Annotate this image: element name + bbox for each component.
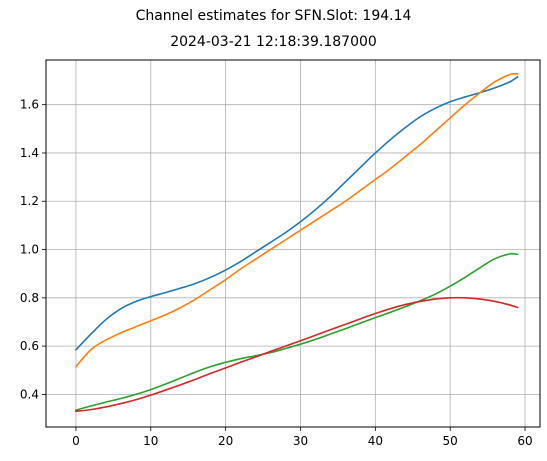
y-tick-label: 1.2 — [20, 194, 39, 208]
y-axis: 0.4 0.6 0.8 1.0 1.2 1.4 1.6 — [20, 98, 46, 401]
grid — [46, 60, 540, 427]
series-line-3 — [74, 252, 519, 412]
y-tick-label: 0.4 — [20, 387, 39, 401]
y-tick-label: 0.8 — [20, 291, 39, 305]
x-tick-label: 50 — [443, 434, 458, 448]
plot-frame — [45, 59, 541, 428]
y-tick-label: 1.0 — [20, 243, 39, 257]
x-tick-label: 10 — [143, 434, 158, 448]
series-lines — [74, 72, 519, 413]
chart-suptitle: Channel estimates for SFN.Slot: 194.14 — [135, 8, 412, 24]
series-line-4 — [75, 296, 519, 413]
x-tick-label: 60 — [517, 434, 532, 448]
series-line-1 — [74, 75, 519, 351]
series-line-2 — [74, 72, 519, 368]
y-tick-label: 0.6 — [20, 339, 39, 353]
y-tick-label: 1.6 — [20, 98, 39, 112]
chart-title: 2024-03-21 12:18:39.187000 — [170, 34, 377, 50]
x-tick-label: 0 — [72, 434, 80, 448]
x-tick-label: 40 — [368, 434, 383, 448]
x-tick-label: 20 — [218, 434, 233, 448]
y-tick-label: 1.4 — [20, 146, 39, 160]
x-axis: 0 10 20 30 40 50 60 — [72, 427, 533, 448]
x-tick-label: 30 — [293, 434, 308, 448]
